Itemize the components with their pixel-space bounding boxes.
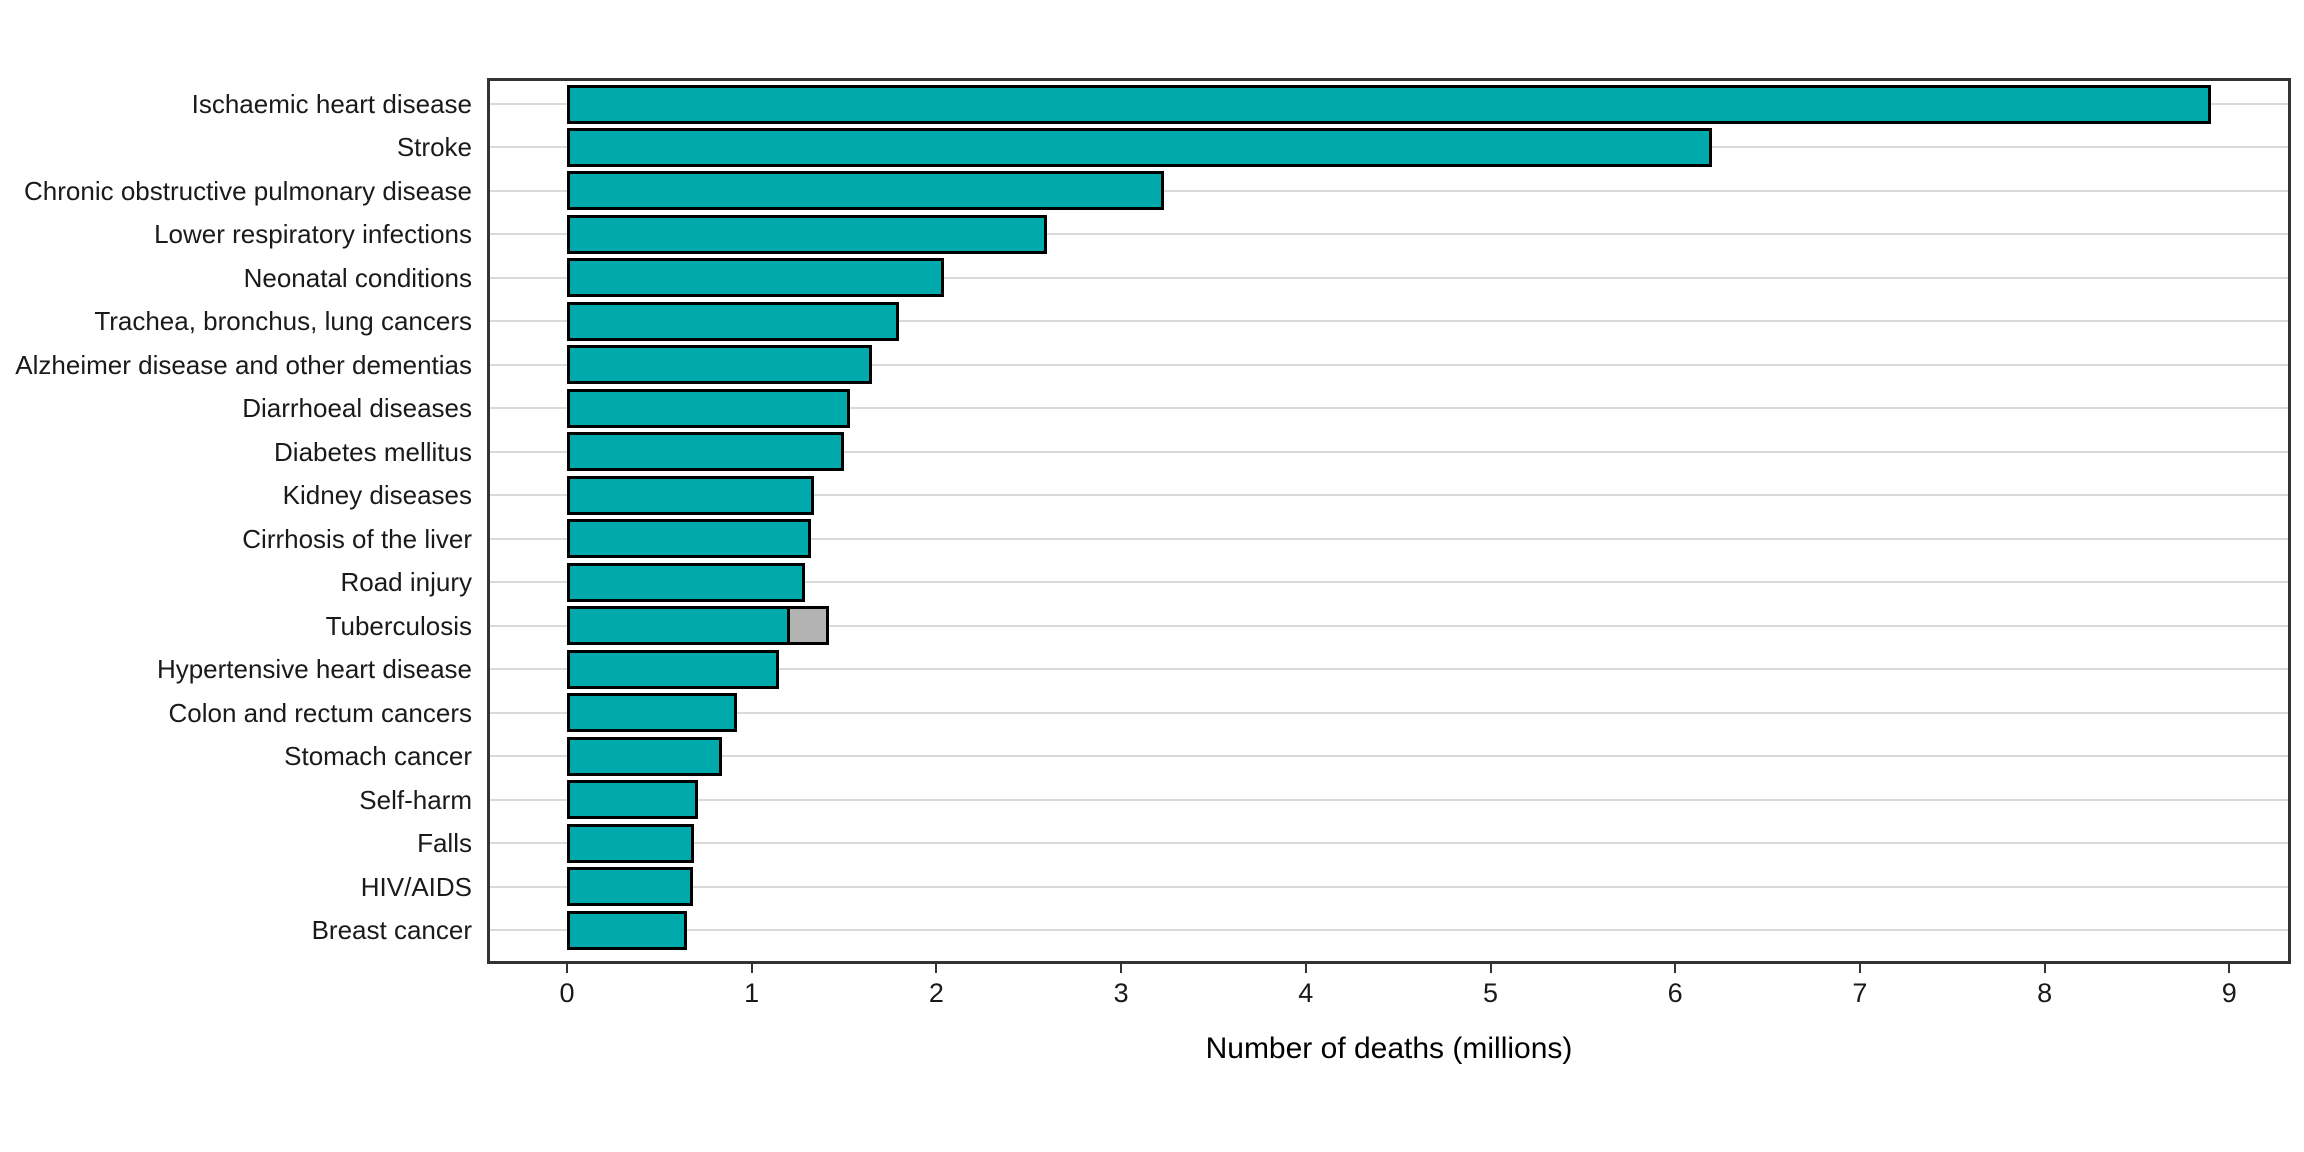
category-label: Trachea, bronchus, lung cancers bbox=[94, 306, 472, 337]
category-label: Stomach cancer bbox=[284, 741, 472, 772]
bar bbox=[567, 345, 872, 385]
category-label: Cirrhosis of the liver bbox=[242, 523, 472, 554]
category-label: Chronic obstructive pulmonary disease bbox=[24, 175, 472, 206]
x-axis-tick-label: 8 bbox=[2037, 978, 2053, 1008]
bar bbox=[567, 693, 737, 733]
x-axis-tick bbox=[1120, 964, 1123, 973]
bar bbox=[567, 432, 845, 472]
gridline bbox=[490, 885, 2288, 888]
gridline bbox=[490, 668, 2288, 671]
x-axis-tick bbox=[566, 964, 568, 973]
plot-panel bbox=[487, 78, 2291, 964]
gridline bbox=[490, 407, 2288, 410]
gridline bbox=[490, 276, 2288, 279]
x-axis-tick-label: 5 bbox=[1482, 978, 1499, 1008]
bar bbox=[567, 736, 723, 776]
bar bbox=[567, 475, 815, 515]
x-axis-tick-label: 1 bbox=[744, 978, 760, 1008]
category-label: Road injury bbox=[340, 567, 472, 598]
category-label: Hypertensive heart disease bbox=[156, 654, 472, 685]
category-label: Breast cancer bbox=[311, 915, 472, 946]
bar bbox=[567, 562, 806, 602]
bar bbox=[567, 388, 850, 428]
x-axis-tick-label: 7 bbox=[1852, 978, 1868, 1008]
gridline bbox=[490, 842, 2288, 845]
gridline bbox=[490, 711, 2288, 714]
gridline bbox=[490, 320, 2288, 323]
gridline bbox=[490, 581, 2288, 584]
gridline bbox=[490, 755, 2288, 758]
gridline bbox=[490, 798, 2288, 801]
category-label: Lower respiratory infections bbox=[154, 219, 472, 250]
category-label: Self-harm bbox=[359, 784, 472, 815]
gridline bbox=[490, 450, 2288, 453]
category-label: Kidney diseases bbox=[282, 480, 472, 511]
x-axis-tick bbox=[750, 964, 753, 973]
bar-extra-segment bbox=[787, 606, 830, 646]
category-label: Diabetes mellitus bbox=[274, 436, 472, 467]
x-axis-tick bbox=[935, 964, 938, 973]
x-axis-tick bbox=[2228, 964, 2231, 973]
bar bbox=[567, 301, 900, 341]
bar bbox=[567, 910, 688, 950]
gridline bbox=[490, 624, 2288, 627]
bar bbox=[567, 258, 944, 298]
bar bbox=[567, 84, 2211, 124]
gridline bbox=[490, 929, 2288, 932]
y-axis-labels: Ischaemic heart disease Stroke Chronic obs… bbox=[0, 0, 472, 1152]
category-label: Tuberculosis bbox=[325, 610, 472, 641]
bar bbox=[567, 649, 780, 689]
category-label: Stroke bbox=[396, 132, 472, 163]
bar bbox=[567, 171, 1164, 211]
x-axis-title: Number of deaths (millions) bbox=[1205, 1032, 1573, 1065]
x-axis-tick bbox=[1489, 964, 1492, 973]
x-axis-tick-label: 4 bbox=[1298, 978, 1314, 1008]
category-label: Colon and rectum cancers bbox=[168, 697, 472, 728]
bar bbox=[567, 127, 1713, 167]
category-label: Alzheimer disease and other dementias bbox=[15, 349, 472, 380]
plot-area bbox=[490, 81, 2288, 961]
x-axis-tick-label: 2 bbox=[928, 978, 944, 1008]
gridline bbox=[490, 494, 2288, 497]
bar bbox=[567, 519, 811, 559]
bar bbox=[567, 214, 1048, 254]
gridline bbox=[490, 233, 2288, 236]
x-axis-tick bbox=[2043, 964, 2046, 973]
x-axis-tick-label: 3 bbox=[1113, 978, 1129, 1008]
x-axis-tick-label: 9 bbox=[2221, 978, 2237, 1008]
gridline bbox=[490, 189, 2288, 192]
category-label: Diarrhoeal diseases bbox=[242, 393, 472, 424]
bar bbox=[567, 606, 791, 646]
bar bbox=[567, 823, 695, 863]
category-label: HIV/AIDS bbox=[360, 871, 472, 902]
bar bbox=[567, 780, 699, 820]
gridline bbox=[490, 537, 2288, 540]
category-label: Falls bbox=[417, 828, 472, 859]
category-label: Ischaemic heart disease bbox=[191, 89, 472, 119]
x-axis-tick bbox=[1674, 964, 1677, 973]
bar bbox=[567, 867, 693, 907]
x-axis-tick-label: 0 bbox=[559, 978, 575, 1008]
x-axis-tick-label: 6 bbox=[1667, 978, 1683, 1008]
x-axis-tick bbox=[1304, 964, 1307, 973]
gridline bbox=[490, 363, 2288, 366]
category-label: Neonatal conditions bbox=[243, 262, 472, 293]
x-axis-tick bbox=[1858, 964, 1861, 973]
